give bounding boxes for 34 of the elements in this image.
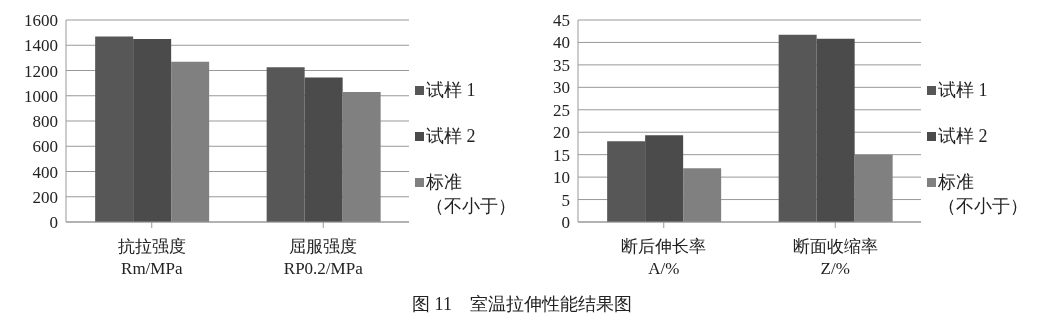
- bar: [854, 154, 893, 222]
- legend-label: 试样 2: [938, 125, 988, 148]
- legend-label: 试样 2: [426, 125, 476, 148]
- bar: [342, 91, 381, 222]
- y-tick-label: 15: [553, 145, 570, 165]
- x-tick-label: 抗拉强度 Rm/MPa: [117, 237, 186, 278]
- y-tick-label: 600: [32, 137, 58, 157]
- y-tick-label: 800: [32, 112, 58, 132]
- y-tick-label: 1600: [24, 11, 58, 31]
- legend-label: 标准（不小于）: [426, 171, 516, 218]
- x-tick-label: 断面收缩率 Z/%: [792, 237, 878, 278]
- y-tick-label: 200: [32, 187, 58, 207]
- y-tick-label: 10: [553, 168, 570, 188]
- bar: [171, 61, 210, 222]
- legend-label: 标准（不小于）: [938, 171, 1028, 218]
- legend-label: 试样 1: [938, 79, 988, 102]
- y-tick-label: 1400: [24, 36, 58, 56]
- y-tick-label: 0: [561, 213, 570, 233]
- x-tick-label: 断后伸长率 A/%: [621, 237, 707, 278]
- y-tick-label: 5: [561, 190, 570, 210]
- caption: 图 11 室温拉伸性能结果图: [411, 293, 633, 316]
- bar: [683, 168, 722, 222]
- legend-label: 试样 1: [426, 79, 476, 102]
- y-tick-label: 1000: [24, 86, 58, 106]
- y-tick-label: 20: [553, 123, 570, 143]
- y-tick-label: 30: [553, 78, 570, 98]
- y-tick-label: 40: [553, 33, 570, 53]
- y-tick-label: 1200: [24, 61, 58, 81]
- x-tick-label: 屈服强度 RP0.2/MPa: [283, 237, 364, 278]
- y-tick-label: 35: [553, 55, 570, 75]
- y-tick-label: 45: [553, 11, 570, 31]
- y-tick-label: 25: [553, 100, 570, 120]
- y-tick-label: 400: [32, 162, 58, 182]
- y-tick-label: 0: [49, 213, 58, 233]
